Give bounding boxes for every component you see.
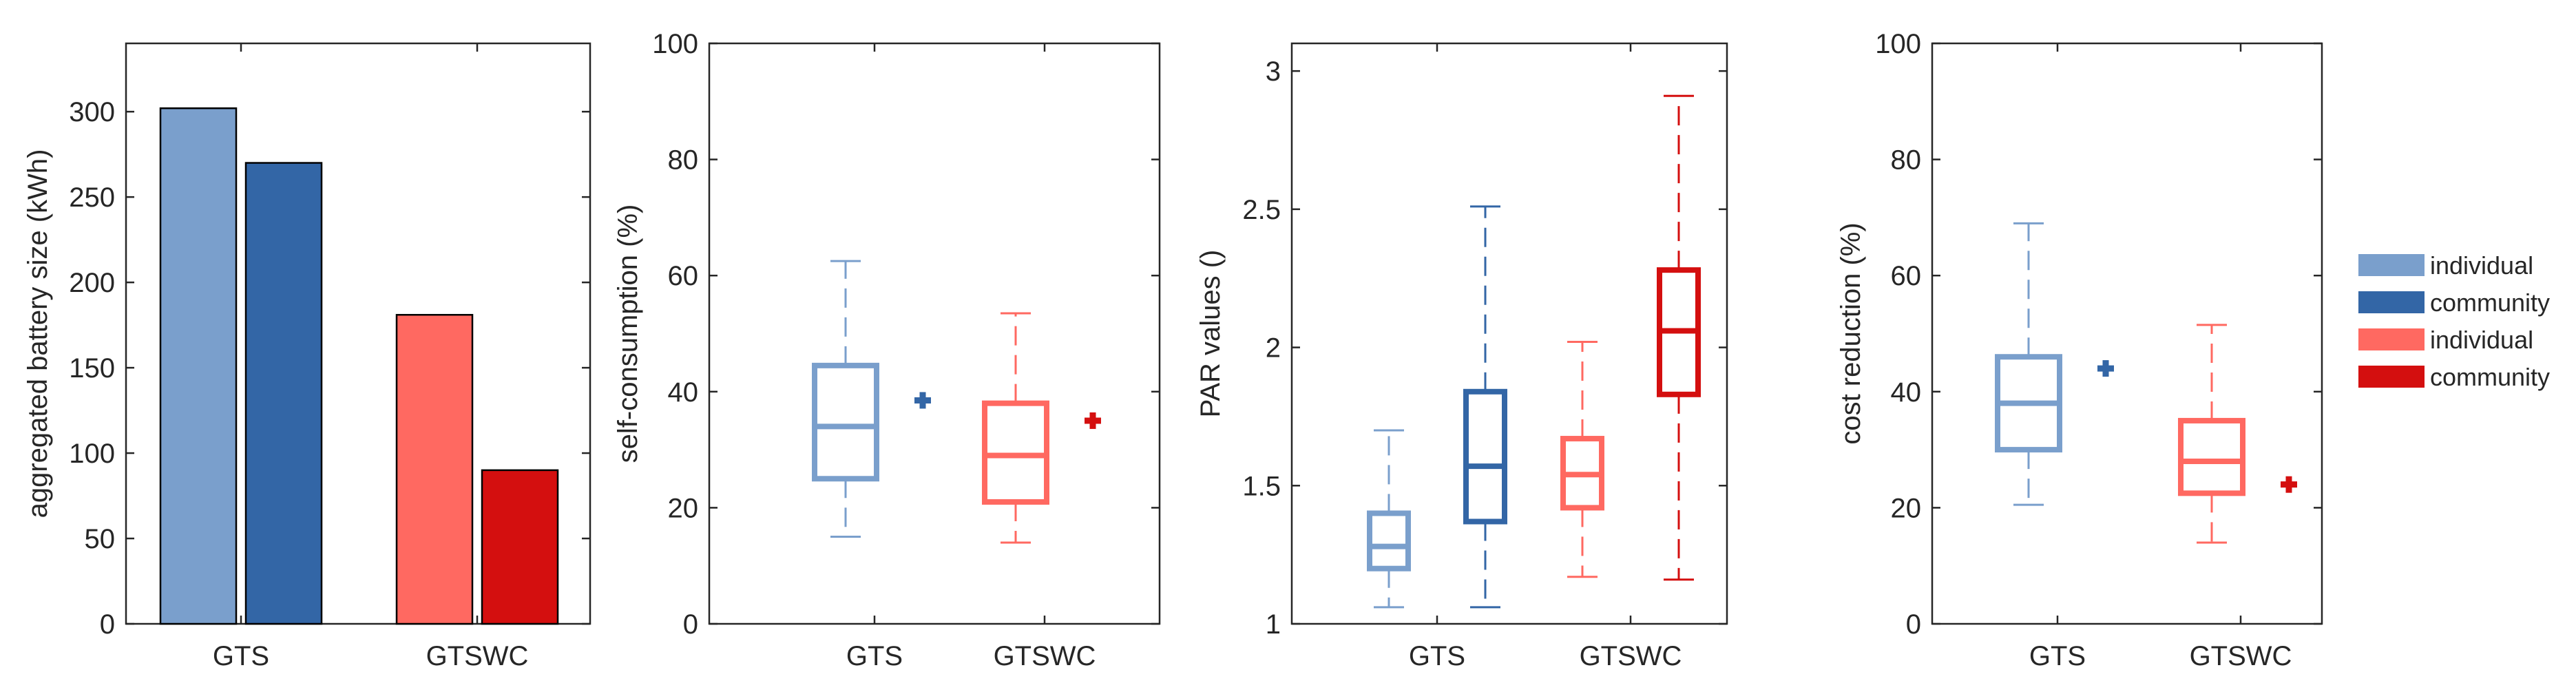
y-tick-label: 20 [1891,493,1922,523]
x-tick-label: GTSWC [1580,641,1682,671]
y-tick-label: 300 [69,97,115,127]
y-axis-label: PAR values () [1195,250,1226,418]
y-tick-label: 1 [1266,609,1281,640]
y-tick-label: 80 [1891,145,1922,176]
marker-gtswc-community [1085,412,1101,429]
y-tick-label: 100 [1875,29,1921,59]
axes-frame [1290,42,1728,625]
box-gtswc-individual [982,312,1049,544]
legend-entry-3: individual [2358,326,2533,354]
y-tick-label: 50 [85,524,116,554]
box-iqr [812,362,879,482]
y-tick-label: 20 [668,493,699,523]
chart-panel-2: 0 20 40 60 80 100 GTS GTSWC self-consumption (%) [613,29,1161,671]
y-tick-label: 2 [1266,333,1281,364]
marker-gts-community [2097,360,2114,377]
box-iqr [1463,388,1507,525]
bar-gtswc-community [481,469,559,625]
marker-gts-community [914,392,931,409]
x-tick-label: GTSWC [2190,641,2292,671]
box-gts-individual [1995,222,2062,506]
chart-panel-1: 0 50 100 150 200 250 300 GTS GTSWC aggregated bat… [23,42,591,671]
bar-gtswc-individual [395,313,474,625]
x-tick-label: GTS [213,641,269,671]
box-gts-community [1463,205,1507,609]
axes-frame [1931,42,2323,625]
legend-swatch [2358,291,2425,313]
box-gts-individual [812,260,879,538]
y-tick-label: 0 [1906,609,1921,640]
legend-label: individual [2430,251,2533,280]
x-tick-label: GTSWC [426,641,529,671]
y-tick-label: 0 [683,609,698,640]
y-tick-label: 60 [668,261,699,291]
y-axis-label: aggregated battery size (kWh) [23,149,53,518]
legend-label: community [2430,289,2550,317]
legend-label: community [2430,363,2550,391]
legend-swatch [2358,254,2425,276]
legend-entry-4: community [2358,363,2550,391]
x-tick-label: GTS [846,641,903,671]
y-tick-label: 150 [69,353,115,384]
y-axis-label: cost reduction (%) [1836,222,1866,444]
y-tick-label: 2.5 [1242,195,1281,225]
box-gtswc-community [1657,94,1701,581]
y-axis-label: self-consumption (%) [613,205,643,463]
bar-gts-community [244,162,323,625]
y-tick-label: 80 [668,145,699,176]
marker-gtswc-community [2281,476,2297,493]
x-tick-label: GTSWC [994,641,1096,671]
x-tick-label: GTS [2029,641,2086,671]
box-gts-individual [1367,429,1411,609]
x-tick-label: GTS [1409,641,1465,671]
y-tick-label: 200 [69,268,115,298]
bar-gts-individual [159,107,238,625]
y-tick-label: 0 [100,609,115,640]
legend-label: individual [2430,326,2533,354]
y-tick-label: 40 [668,377,699,408]
chart-panel-3: 1 1.5 2 2.5 3 GTS GTSWC PAR values () [1195,42,1728,671]
legend-entry-1: individual [2358,251,2533,280]
y-tick-label: 60 [1891,261,1922,291]
y-tick-label: 100 [69,439,115,469]
y-tick-label: 250 [69,182,115,213]
legend-entry-2: community [2358,289,2550,317]
legend: individual community individual community [2358,251,2550,391]
chart-panel-4: 0 20 40 60 80 100 GTS GTSWC cost reduction (%) [1836,29,2323,671]
y-tick-label: 100 [652,29,698,59]
legend-swatch [2358,366,2425,388]
box-gtswc-individual [2178,324,2245,544]
y-tick-label: 40 [1891,377,1922,408]
axes-frame [708,42,1161,625]
y-tick-label: 3 [1266,56,1281,87]
box-gtswc-individual [1560,341,1604,578]
box-iqr [1367,510,1411,572]
box-iqr [982,400,1049,505]
axes-frame [125,42,591,625]
box-iqr [2178,417,2245,496]
legend-swatch [2358,328,2425,350]
y-tick-label: 1.5 [1242,471,1281,501]
